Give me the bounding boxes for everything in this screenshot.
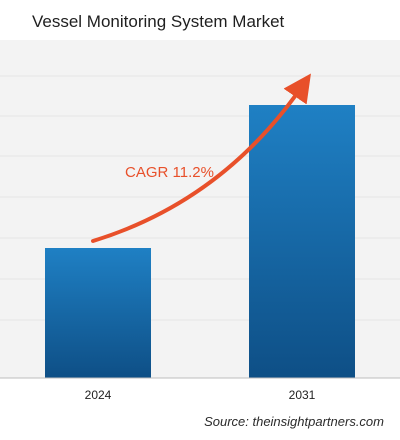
chart-title: Vessel Monitoring System Market bbox=[32, 12, 285, 31]
bars-group bbox=[45, 105, 355, 378]
bar-2031 bbox=[249, 105, 355, 378]
x-tick-label-2031: 2031 bbox=[289, 388, 316, 402]
x-tick-labels: 2024 2031 bbox=[85, 388, 316, 402]
cagr-arrow bbox=[91, 73, 311, 243]
source-note: Source: theinsightpartners.com bbox=[204, 414, 384, 429]
x-tick-label-2024: 2024 bbox=[85, 388, 112, 402]
bar-2024 bbox=[45, 248, 151, 378]
cagr-label: CAGR 11.2% bbox=[125, 164, 214, 181]
